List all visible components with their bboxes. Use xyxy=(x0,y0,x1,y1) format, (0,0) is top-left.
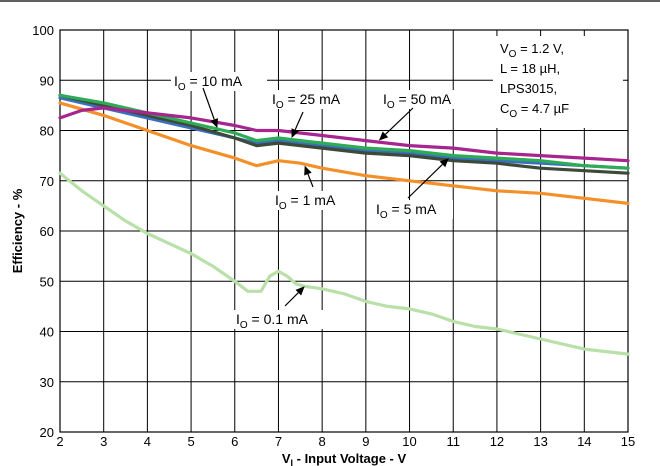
x-tick-labels: 2 3 4 5 6 7 8 9 10 11 12 13 14 15 xyxy=(56,434,635,449)
x-tick-label: 14 xyxy=(577,434,591,449)
x-tick-label: 15 xyxy=(621,434,635,449)
annotation-arrow xyxy=(202,87,215,120)
condition-line: CO = 4.7 µF xyxy=(500,101,569,120)
annotation-label: IO = 5 mA xyxy=(376,201,437,221)
series-line-3 xyxy=(58,93,630,175)
y-axis-title: Efficiency - % xyxy=(10,188,25,273)
y-tick-label: 50 xyxy=(40,274,54,289)
annotation-arrow xyxy=(307,173,314,188)
annotation-label: IO = 25 mA xyxy=(272,91,341,111)
annotation-label: IO = 0.1 mA xyxy=(236,311,309,331)
x-tick-label: 5 xyxy=(187,434,194,449)
y-tick-label: 20 xyxy=(40,425,54,440)
annotation-bg xyxy=(272,191,358,210)
x-tick-label: 3 xyxy=(100,434,107,449)
x-tick-label: 2 xyxy=(56,434,63,449)
series-line-2 xyxy=(58,96,630,170)
y-tick-label: 60 xyxy=(40,224,54,239)
condition-line: VO = 1.2 V, xyxy=(500,41,564,60)
x-tick-label: 13 xyxy=(533,434,547,449)
plot-frame xyxy=(59,29,629,433)
x-tick-label: 12 xyxy=(490,434,504,449)
annotation-bg xyxy=(171,72,267,91)
series-line-5 xyxy=(58,106,630,163)
x-tick-label: 7 xyxy=(275,434,282,449)
annotation-bg xyxy=(269,90,365,109)
annotation-arrowhead xyxy=(210,118,219,128)
y-tick-label: 100 xyxy=(32,23,54,38)
conditions-box: VO = 1.2 V,L = 18 µH, LPS3015, CO = 4.7 µF xyxy=(493,36,623,128)
annotation-label: IO = 10 mA xyxy=(174,73,243,93)
series-line-4 xyxy=(58,93,630,170)
x-tick-label: 8 xyxy=(319,434,326,449)
annotation-arrow xyxy=(407,163,443,199)
y-tick-label: 40 xyxy=(40,325,54,340)
annotation-arrowhead xyxy=(378,131,389,141)
annotation-arrow xyxy=(385,107,414,135)
annotation-arrow xyxy=(294,111,304,131)
annotation-bg xyxy=(373,200,453,219)
y-tick-label: 90 xyxy=(40,73,54,88)
y-tick-label: 70 xyxy=(40,174,54,189)
annotation-arrowhead xyxy=(295,286,305,296)
annotation-bg xyxy=(233,310,329,329)
condition-line: L = 18 µH, xyxy=(500,61,560,76)
annotation-arrowhead xyxy=(304,165,312,176)
annotation-bg xyxy=(380,90,476,109)
annotation-label: IO = 1 mA xyxy=(275,192,336,212)
x-tick-label: 9 xyxy=(362,434,369,449)
y-tick-label: 80 xyxy=(40,124,54,139)
series-layer xyxy=(58,93,630,356)
x-tick-label: 11 xyxy=(446,434,460,449)
condition-line: LPS3015, xyxy=(500,81,557,96)
x-tick-label: 10 xyxy=(402,434,416,449)
conditions-background xyxy=(493,36,623,128)
x-tick-label: 6 xyxy=(231,434,238,449)
x-tick-label: 4 xyxy=(144,434,151,449)
y-tick-labels: 20 30 40 50 60 70 80 90 100 xyxy=(32,23,54,440)
series-line-0 xyxy=(58,171,630,356)
annotation-arrow xyxy=(284,292,299,307)
annotation-arrowhead xyxy=(439,158,449,168)
series-line-1 xyxy=(58,101,630,205)
annotations: IO = 10 mA IO = 25 mA IO = 50 mA IO = 1 mA I… xyxy=(171,72,476,331)
annotation-label: IO = 50 mA xyxy=(383,91,452,111)
x-axis-title: VI - Input Voltage - V xyxy=(282,451,407,466)
y-tick-label: 30 xyxy=(40,375,54,390)
annotation-arrowhead xyxy=(291,128,299,139)
